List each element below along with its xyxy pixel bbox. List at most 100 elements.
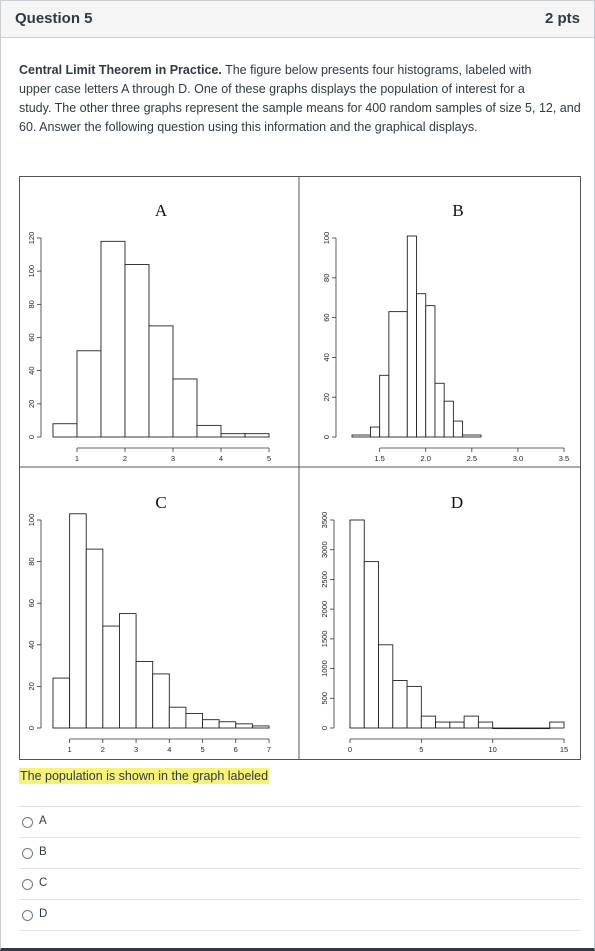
x-tick-label-c: 5 <box>200 745 204 754</box>
histogram-bar-c <box>69 513 87 729</box>
y-tick-label-a: 0 <box>27 435 36 439</box>
y-tick-label-b: 100 <box>322 232 331 245</box>
y-tick-label-b: 20 <box>322 393 331 401</box>
histogram-bar-d <box>349 519 365 729</box>
histogram-bar-c <box>202 719 220 729</box>
y-tick-label-d: 2000 <box>320 601 329 618</box>
histogram-bar-c <box>135 660 154 729</box>
radio-button-b[interactable] <box>22 848 33 859</box>
x-tick-label-d: 10 <box>488 745 496 754</box>
x-tick-label-d: 15 <box>560 745 568 754</box>
x-tick-label-b: 3.0 <box>513 454 523 463</box>
histogram-bar-b <box>462 434 482 438</box>
y-tick-label-a: 60 <box>27 333 36 341</box>
y-tick-label-b: 0 <box>322 435 331 439</box>
histogram-bar-d <box>449 721 465 729</box>
x-tick-label-b: 1.5 <box>374 454 384 463</box>
histogram-bar-d <box>406 685 422 729</box>
histogram-bar-d <box>435 721 451 729</box>
histogram-bar-c <box>251 725 270 729</box>
question-prompt: The population is shown in the graph lab… <box>19 768 270 784</box>
histogram-bar-c <box>235 723 253 729</box>
histogram-bar-c <box>119 613 137 729</box>
question-text-line3: study. The other three graphs represent … <box>19 101 581 115</box>
x-tick-label-a: 3 <box>171 454 175 463</box>
answer-list: A B C D <box>19 806 581 931</box>
y-tick-label-d: 2500 <box>320 571 329 588</box>
y-tick-label-b: 80 <box>322 274 331 282</box>
y-tick-label-a: 80 <box>27 300 36 308</box>
histogram-bar-c <box>102 625 120 729</box>
x-tick-label-d: 5 <box>419 745 423 754</box>
y-tick-label-c: 60 <box>27 599 36 607</box>
histogram-bar-d <box>549 721 565 729</box>
histogram-bar-b <box>388 311 408 438</box>
x-tick-label-c: 4 <box>167 745 171 754</box>
answer-label-d: D <box>39 908 48 920</box>
answer-option-c[interactable]: C <box>19 868 581 899</box>
x-tick-label-a: 2 <box>123 454 127 463</box>
histogram-bar-d <box>535 727 551 730</box>
histogram-bar-b <box>425 305 436 438</box>
histogram-bar-c <box>168 706 187 729</box>
x-tick-label-c: 1 <box>68 745 72 754</box>
x-tick-label-c: 6 <box>234 745 238 754</box>
answer-option-d[interactable]: D <box>19 899 581 931</box>
x-tick-label-b: 2.0 <box>421 454 431 463</box>
histogram-bar-c <box>52 677 71 729</box>
question-header: Question 5 2 pts <box>1 1 594 38</box>
histogram-bar-c <box>218 721 237 729</box>
y-tick-label-a: 120 <box>27 232 36 245</box>
y-tick-label-d: 0 <box>320 726 329 730</box>
histogram-bar-b <box>406 235 417 438</box>
y-tick-label-a: 100 <box>27 265 36 278</box>
answer-label-c: C <box>39 877 48 889</box>
histogram-bar-b <box>443 400 454 438</box>
question-text-line4: 60. Answer the following question using … <box>19 120 478 134</box>
answer-option-a[interactable]: A <box>19 806 581 837</box>
question-title: Question 5 <box>15 10 93 27</box>
x-tick-label-c: 7 <box>267 745 271 754</box>
y-tick-label-d: 3000 <box>320 541 329 558</box>
histogram-bar-d <box>392 680 408 729</box>
chart-title-a: A <box>155 201 168 220</box>
histogram-bar-a <box>76 350 102 438</box>
histogram-bar-b <box>434 382 445 438</box>
histogram-bar-d <box>477 721 494 729</box>
x-tick-label-c: 3 <box>134 745 138 754</box>
answer-option-b[interactable]: B <box>19 837 581 868</box>
y-tick-label-d: 3500 <box>320 512 329 529</box>
histogram-bar-a <box>172 378 198 438</box>
answer-label-b: B <box>39 846 47 858</box>
histogram-bar-a <box>196 424 222 438</box>
x-tick-label-a: 4 <box>219 454 223 463</box>
x-tick-label-b: 2.5 <box>467 454 477 463</box>
histogram-bar-c <box>185 712 203 729</box>
histogram-bar-d <box>492 727 508 730</box>
y-tick-label-c: 40 <box>27 641 36 649</box>
histogram-bar-b <box>379 374 390 438</box>
histogram-bar-d <box>378 644 394 729</box>
x-tick-label-b: 3.5 <box>559 454 569 463</box>
y-tick-label-d: 1500 <box>320 631 329 648</box>
y-tick-label-d: 500 <box>320 692 329 705</box>
histogram-bar-b <box>416 293 427 438</box>
radio-button-d[interactable] <box>22 910 33 921</box>
y-tick-label-d: 1000 <box>320 660 329 677</box>
radio-button-c[interactable] <box>22 879 33 890</box>
histogram-bar-a <box>52 423 78 438</box>
histogram-bar-d <box>520 727 536 730</box>
x-tick-label-a: 1 <box>75 454 79 463</box>
histogram-bar-a <box>244 433 270 438</box>
histogram-bar-a <box>148 325 174 438</box>
chart-title-c: C <box>155 493 166 512</box>
y-tick-label-b: 40 <box>322 353 331 361</box>
question-points: 2 pts <box>544 10 580 27</box>
histogram-bar-b <box>351 434 371 438</box>
histogram-bar-d <box>506 727 522 730</box>
histogram-bar-b <box>369 426 381 438</box>
histogram-bar-d <box>363 561 379 729</box>
question-text: Central Limit Theorem in Practice. The f… <box>19 61 585 137</box>
radio-button-a[interactable] <box>22 817 33 828</box>
histogram-bar-c <box>85 548 104 729</box>
